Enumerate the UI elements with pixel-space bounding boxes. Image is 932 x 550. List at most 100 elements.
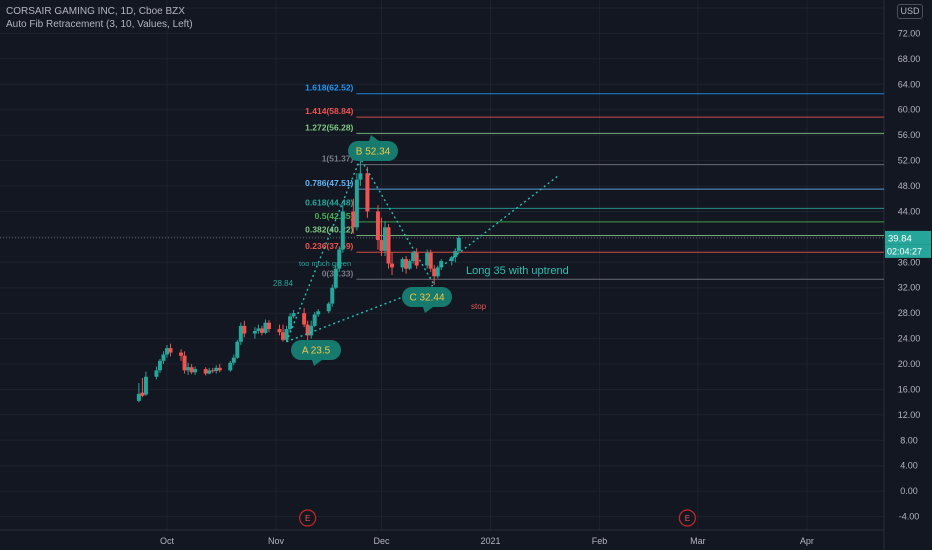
y-tick-label: 16.00: [898, 384, 921, 394]
y-tick-label: -4.00: [899, 512, 920, 522]
price-tag[interactable]: 39.84 02:04:27: [885, 230, 931, 258]
earnings-marker[interactable]: E: [678, 509, 696, 527]
earnings-letter: E: [685, 514, 690, 523]
x-tick-label: Mar: [690, 536, 706, 546]
candle-body[interactable]: [207, 370, 212, 374]
candle-body[interactable]: [291, 313, 296, 317]
currency-button[interactable]: USD: [897, 4, 923, 19]
candle-body[interactable]: [354, 179, 359, 228]
annotation-28-84: 28.84: [273, 279, 294, 288]
candle-body[interactable]: [390, 263, 395, 268]
candle-body[interactable]: [400, 259, 405, 268]
candle-body[interactable]: [425, 252, 430, 266]
y-tick-label: 44.00: [898, 206, 921, 216]
candle-body[interactable]: [386, 227, 391, 264]
countdown-background: [885, 244, 931, 258]
candle-body[interactable]: [302, 313, 307, 325]
candle-body[interactable]: [252, 330, 257, 334]
candle-body[interactable]: [312, 314, 317, 326]
fib-level-label: 1.272(56.28): [305, 122, 353, 132]
candle-body[interactable]: [161, 354, 166, 361]
candle-body[interactable]: [456, 237, 461, 251]
candle-body[interactable]: [235, 341, 240, 358]
point-c-label[interactable]: C 32.44: [402, 287, 452, 313]
candle-body[interactable]: [157, 360, 162, 371]
candle-body[interactable]: [231, 357, 236, 363]
candle-body[interactable]: [143, 376, 148, 395]
candle-body[interactable]: [210, 370, 215, 372]
candle-body[interactable]: [404, 259, 409, 269]
candle-body[interactable]: [449, 257, 454, 262]
candle-body[interactable]: [140, 392, 145, 396]
candle-body[interactable]: [333, 268, 338, 288]
candle-body[interactable]: [228, 362, 233, 371]
candle-body[interactable]: [407, 261, 412, 269]
candle-body[interactable]: [435, 267, 440, 277]
candle-body[interactable]: [217, 367, 222, 371]
candle-body[interactable]: [375, 211, 380, 241]
earnings-marker[interactable]: E: [299, 509, 317, 527]
candle-body[interactable]: [414, 252, 419, 266]
candle-body[interactable]: [351, 211, 356, 228]
candle-body[interactable]: [277, 329, 282, 333]
callout-bubble: [402, 287, 452, 307]
candle-body[interactable]: [263, 322, 268, 333]
x-tick-label: Oct: [160, 536, 175, 546]
candle-body[interactable]: [326, 303, 331, 312]
candle-body[interactable]: [281, 332, 286, 340]
candle-body[interactable]: [337, 249, 342, 269]
candle-body[interactable]: [365, 173, 370, 212]
candle-body[interactable]: [358, 173, 363, 180]
candle-body[interactable]: [256, 328, 261, 331]
price-tag-value: 39.84: [888, 233, 912, 244]
candle-body[interactable]: [182, 355, 187, 371]
candle-body[interactable]: [316, 311, 321, 315]
y-tick-label: 52.00: [898, 156, 921, 166]
candle-body[interactable]: [154, 370, 159, 377]
candle-body[interactable]: [432, 268, 437, 277]
callout-bubble: [348, 141, 398, 161]
candle-body[interactable]: [214, 367, 219, 372]
candle-body[interactable]: [453, 250, 458, 258]
callout-text: C 32.44: [409, 293, 444, 304]
candle-body[interactable]: [193, 369, 198, 373]
candle-body[interactable]: [284, 329, 289, 340]
candle-body[interactable]: [309, 325, 314, 336]
candle-body[interactable]: [411, 252, 416, 262]
candle-body[interactable]: [382, 227, 387, 251]
y-tick-label: 68.00: [898, 54, 921, 64]
candle-body[interactable]: [428, 252, 433, 269]
candle-body[interactable]: [288, 316, 293, 330]
candle-body[interactable]: [168, 348, 173, 353]
candle-body[interactable]: [186, 367, 191, 371]
y-tick-label: 28.00: [898, 308, 921, 318]
candle-body[interactable]: [439, 261, 444, 268]
candle-body[interactable]: [242, 325, 247, 334]
candle-body[interactable]: [179, 352, 184, 356]
fib-level-label: 1(51.37): [322, 154, 354, 164]
fib-level-label: 1.618(62.52): [305, 83, 353, 93]
candle-body[interactable]: [136, 393, 141, 401]
candle-body[interactable]: [305, 324, 310, 336]
candle-body[interactable]: [330, 287, 335, 304]
fib-level-label: 0.618(44.48): [305, 197, 353, 207]
fib-level-label: 0.382(40.22): [305, 224, 353, 234]
point-a-label[interactable]: A 23.5: [291, 340, 341, 366]
candle-body[interactable]: [165, 348, 169, 355]
point-b-label[interactable]: B 52.34: [348, 135, 398, 161]
y-tick-label: 32.00: [898, 283, 921, 293]
y-tick-label: 72.00: [898, 28, 921, 38]
symbol-title[interactable]: CORSAIR GAMING INC, 1D, Cboe BZX: [6, 6, 185, 17]
candle-body[interactable]: [189, 367, 194, 373]
candle-body[interactable]: [203, 369, 208, 374]
candle-body[interactable]: [340, 211, 345, 250]
candle-body[interactable]: [266, 322, 271, 330]
candle-body[interactable]: [259, 328, 264, 333]
candle-body[interactable]: [379, 240, 384, 251]
abc-pattern-line[interactable]: [285, 156, 435, 343]
indicator-legend[interactable]: Auto Fib Retracement (3, 10, Values, Lef…: [6, 19, 193, 30]
x-tick-label: 2021: [480, 536, 500, 546]
candle-body[interactable]: [238, 325, 243, 342]
